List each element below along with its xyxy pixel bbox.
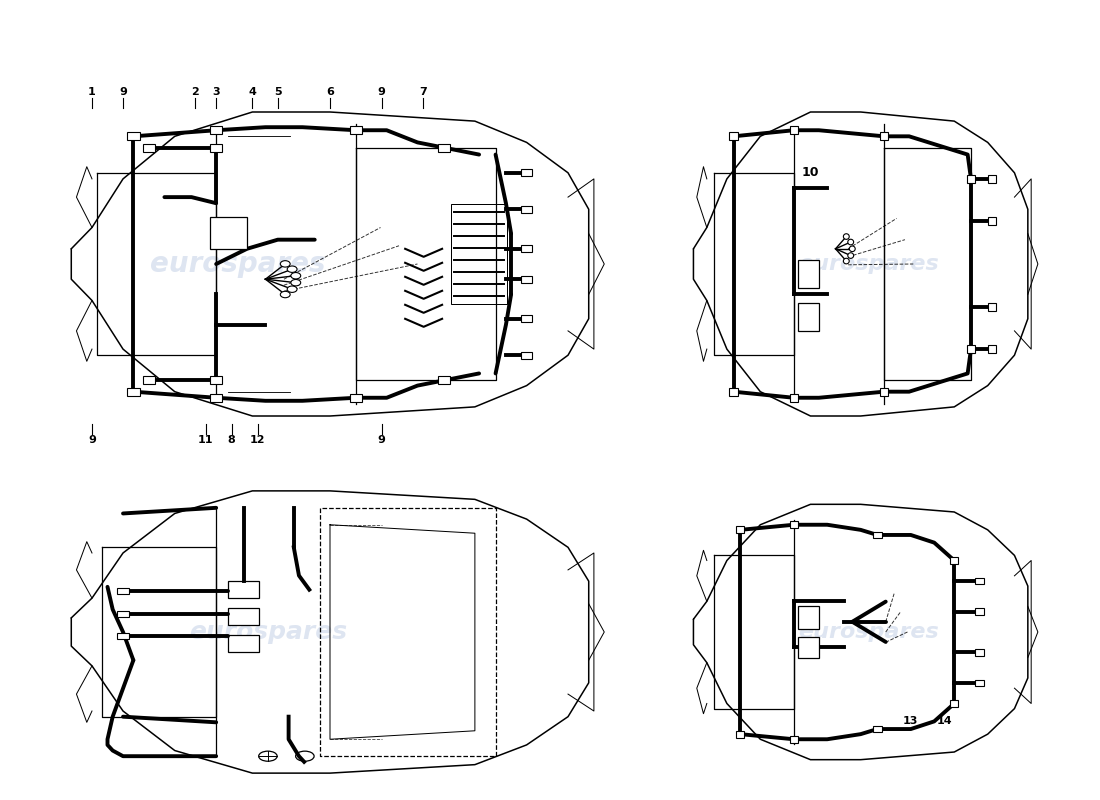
Bar — [438, 145, 450, 153]
Bar — [976, 578, 983, 584]
Text: 2: 2 — [191, 87, 199, 97]
Bar — [873, 726, 881, 732]
Bar — [229, 608, 260, 625]
Bar — [350, 126, 362, 134]
Text: 14: 14 — [936, 716, 953, 726]
Bar — [521, 352, 532, 358]
Text: 7: 7 — [419, 87, 427, 97]
Bar — [790, 522, 798, 528]
Bar — [118, 588, 129, 594]
Text: eurospares: eurospares — [799, 622, 939, 642]
Circle shape — [290, 279, 300, 286]
Bar — [128, 132, 140, 140]
Bar — [521, 315, 532, 322]
Text: eurospares: eurospares — [150, 250, 326, 278]
Text: 1: 1 — [88, 87, 96, 97]
Bar — [950, 700, 958, 707]
Bar — [880, 132, 888, 140]
Bar — [118, 610, 129, 617]
Bar — [967, 345, 976, 353]
Bar — [873, 532, 881, 538]
Bar — [798, 303, 818, 331]
Bar — [210, 394, 222, 402]
Bar — [350, 394, 362, 402]
Bar — [798, 638, 818, 658]
Bar — [798, 260, 818, 288]
Circle shape — [280, 291, 290, 298]
Circle shape — [287, 266, 297, 273]
Circle shape — [290, 273, 300, 279]
Text: 9: 9 — [377, 87, 386, 97]
Bar — [521, 170, 532, 177]
Text: 8: 8 — [228, 435, 235, 445]
Circle shape — [849, 246, 855, 251]
Bar — [143, 145, 155, 153]
Bar — [988, 175, 997, 183]
Text: 11: 11 — [198, 435, 213, 445]
Bar — [798, 606, 818, 630]
Bar — [790, 394, 798, 402]
Bar — [521, 245, 532, 253]
Bar — [736, 730, 745, 738]
Circle shape — [848, 239, 854, 245]
Bar — [521, 275, 532, 282]
Text: eurospares: eurospares — [799, 254, 939, 274]
Circle shape — [848, 253, 854, 258]
Bar — [118, 634, 129, 639]
Bar — [790, 736, 798, 742]
Bar — [521, 206, 532, 213]
Text: 9: 9 — [119, 87, 126, 97]
Text: 9: 9 — [88, 435, 96, 445]
Circle shape — [280, 261, 290, 267]
Bar — [880, 388, 888, 396]
Bar — [210, 145, 222, 153]
Text: 6: 6 — [326, 87, 334, 97]
Text: 9: 9 — [377, 435, 386, 445]
Bar — [988, 345, 997, 353]
Bar — [210, 217, 248, 249]
Bar — [790, 126, 798, 134]
Bar — [143, 375, 155, 383]
Text: 10: 10 — [802, 166, 820, 179]
Bar — [976, 608, 983, 615]
Text: 4: 4 — [249, 87, 256, 97]
Bar — [229, 635, 260, 652]
Circle shape — [287, 286, 297, 292]
Bar — [729, 388, 738, 396]
Bar — [210, 126, 222, 134]
Text: 12: 12 — [250, 435, 265, 445]
Bar — [976, 649, 983, 656]
Bar — [229, 582, 260, 598]
Bar — [988, 302, 997, 310]
Text: 3: 3 — [212, 87, 220, 97]
Bar — [210, 375, 222, 383]
Text: 13: 13 — [903, 716, 918, 726]
Bar — [729, 132, 738, 140]
Circle shape — [844, 234, 849, 239]
Bar — [976, 680, 983, 686]
Circle shape — [844, 258, 849, 264]
Bar — [988, 218, 997, 226]
Bar — [967, 175, 976, 183]
Bar — [736, 526, 745, 534]
Bar — [438, 375, 450, 383]
Text: eurospares: eurospares — [189, 620, 348, 644]
Bar — [451, 204, 507, 304]
Bar — [950, 557, 958, 564]
Text: 5: 5 — [274, 87, 282, 97]
Bar — [128, 388, 140, 396]
